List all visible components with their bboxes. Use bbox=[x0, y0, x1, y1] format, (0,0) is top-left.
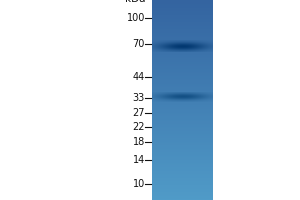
Text: 27: 27 bbox=[133, 108, 145, 118]
Text: 18: 18 bbox=[133, 137, 145, 147]
Text: 33: 33 bbox=[133, 93, 145, 103]
Text: 70: 70 bbox=[133, 39, 145, 49]
Text: 100: 100 bbox=[127, 13, 145, 23]
Text: kDa: kDa bbox=[124, 0, 145, 4]
Text: 14: 14 bbox=[133, 155, 145, 165]
Text: 44: 44 bbox=[133, 72, 145, 82]
Text: 22: 22 bbox=[133, 122, 145, 132]
Text: 10: 10 bbox=[133, 179, 145, 189]
